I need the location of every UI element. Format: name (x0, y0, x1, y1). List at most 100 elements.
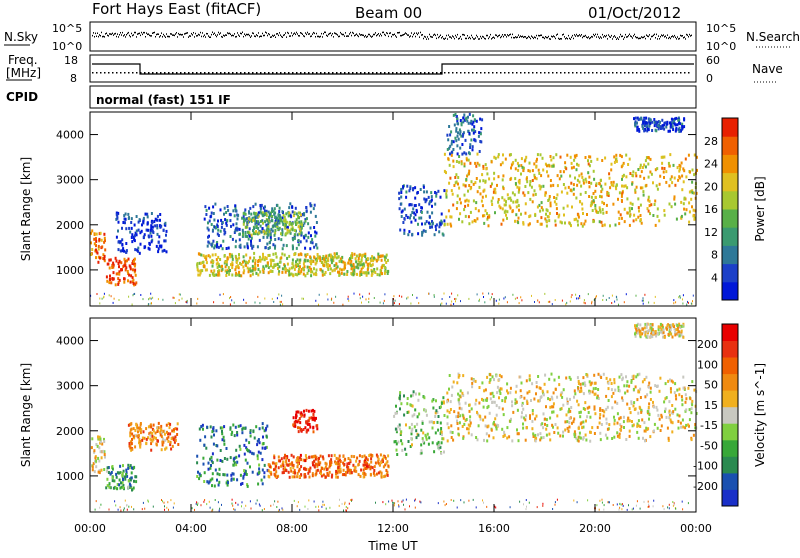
data-cell (248, 441, 250, 444)
data-cell (611, 183, 613, 186)
data-cell (219, 258, 221, 261)
data-cell (294, 425, 296, 428)
data-cell (300, 411, 302, 414)
data-cell (539, 210, 541, 213)
nave-point (620, 72, 622, 74)
data-cell (544, 418, 546, 421)
noise-point (250, 37, 251, 39)
noise-point (613, 36, 614, 38)
data-cell (130, 221, 132, 224)
data-cell (498, 198, 500, 201)
data-cell (166, 250, 168, 253)
data-cell (469, 415, 471, 418)
data-cell (214, 485, 216, 488)
data-cell (679, 168, 681, 171)
data-cell (160, 225, 162, 228)
colorbar-tick-label: 16 (704, 203, 718, 216)
noise-point (305, 32, 306, 34)
data-cell (533, 398, 535, 401)
data-cell (454, 298, 455, 300)
data-cell (288, 471, 290, 474)
data-cell (611, 163, 613, 166)
data-cell (642, 300, 643, 302)
data-cell (645, 165, 647, 168)
data-cell (693, 209, 695, 212)
data-cell (329, 464, 331, 467)
data-cell (480, 192, 482, 195)
data-cell (211, 484, 213, 487)
data-cell (405, 453, 407, 456)
noise-point (547, 37, 548, 39)
data-cell (590, 182, 592, 185)
data-cell (469, 162, 471, 165)
data-cell (659, 418, 661, 421)
data-cell (654, 423, 656, 426)
data-cell (305, 475, 307, 478)
data-cell (315, 300, 316, 302)
data-cell (234, 434, 236, 437)
data-cell (629, 407, 631, 410)
data-cell (130, 274, 132, 277)
noise-point (325, 32, 326, 33)
data-cell (298, 470, 300, 473)
noise-point (289, 35, 290, 37)
data-cell (596, 158, 598, 161)
data-cell (308, 269, 310, 272)
data-cell (485, 424, 487, 427)
data-cell (226, 247, 228, 250)
data-cell (93, 449, 95, 452)
data-cell (120, 261, 122, 264)
data-cell (134, 475, 136, 478)
data-cell (613, 155, 615, 158)
noise-point (518, 34, 519, 36)
data-cell (465, 118, 467, 121)
data-cell (565, 303, 566, 305)
data-cell (455, 130, 457, 133)
data-cell (134, 269, 136, 272)
data-cell (212, 229, 214, 232)
data-cell (252, 265, 254, 268)
data-cell (566, 398, 568, 401)
noise-point (453, 36, 454, 38)
noise-point (123, 35, 124, 37)
noise-point (415, 36, 416, 38)
data-cell (200, 425, 202, 428)
data-cell (642, 121, 644, 124)
data-cell (316, 427, 318, 430)
data-cell (458, 218, 460, 221)
data-cell (323, 258, 325, 261)
data-cell (359, 454, 361, 457)
data-cell (544, 423, 546, 426)
data-cell (614, 389, 616, 392)
data-cell (211, 430, 213, 433)
data-cell (151, 432, 153, 435)
data-cell (428, 436, 430, 439)
data-cell (520, 173, 522, 176)
noise-point (526, 38, 527, 40)
data-cell (357, 263, 359, 266)
data-cell (671, 181, 673, 184)
noise-point (530, 38, 531, 40)
data-cell (118, 262, 120, 265)
data-cell (429, 226, 431, 229)
data-cell (273, 468, 275, 471)
data-cell (497, 424, 499, 427)
data-cell (609, 177, 611, 180)
data-cell (584, 401, 586, 404)
data-cell (493, 436, 495, 439)
data-cell (662, 124, 664, 127)
data-cell (456, 201, 458, 204)
nave-point (660, 72, 662, 74)
data-cell (457, 131, 459, 134)
data-cell (687, 387, 689, 390)
data-cell (130, 281, 132, 284)
freq-left-tick-bottom: 8 (70, 72, 77, 85)
data-cell (223, 302, 224, 304)
data-cell (264, 213, 266, 216)
noise-point (268, 33, 269, 35)
data-cell (116, 236, 118, 239)
data-cell (250, 240, 252, 243)
data-cell (220, 230, 222, 233)
noise-point (260, 36, 261, 38)
data-cell (479, 386, 481, 389)
